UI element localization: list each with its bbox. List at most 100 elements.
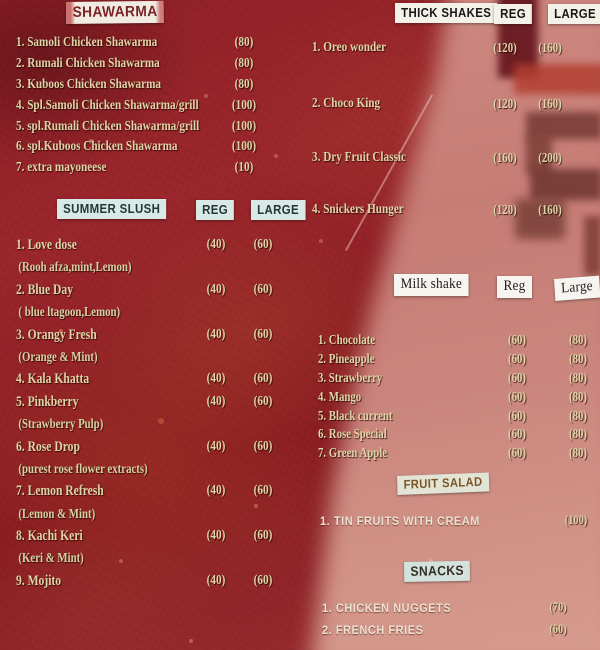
item-name: 3. Orangy Fresh [16, 326, 97, 343]
item-price-reg: (40) [206, 572, 226, 588]
item-price-reg: (60) [508, 369, 526, 385]
item-price-large: (80) [569, 332, 587, 347]
item-price-reg: (60) [508, 407, 526, 423]
item-name: 8. Kachi Keri [16, 528, 83, 545]
shawarma-section: 1. Samoli Chicken Shawarma (80) 2. Rumali… [16, 35, 306, 181]
item-price-large: (80) [569, 445, 587, 461]
item-price: (70) [549, 599, 567, 614]
menu-item-row: 4. Spl.Samoli Chicken Shawarma/grill (100… [16, 98, 306, 119]
item-price-large: (80) [569, 388, 587, 404]
red-band-shape [514, 64, 600, 94]
item-price-reg: (40) [206, 371, 226, 387]
item-sub-text: (Rooh afza,mint,Lemon) [18, 259, 132, 275]
item-price-large: (60) [253, 483, 273, 499]
item-price: (80) [234, 55, 254, 71]
item-price-large: (60) [253, 371, 273, 387]
texture-specks [0, 0, 2, 2]
item-ingredients: (Orange & Mint) [16, 349, 316, 371]
item-name: 2. Rumali Chicken Shawarma [16, 55, 160, 71]
item-price: (80) [234, 35, 254, 50]
menu-item-row: 2. Rumali Chicken Shawarma (80) [16, 56, 306, 77]
item-price-reg: (60) [508, 388, 526, 404]
item-sub-text: (Strawberry Pulp) [18, 416, 104, 432]
item-price-reg: (120) [493, 40, 517, 55]
menu-item-row: 5. spl.Rumali Chicken Shawarma/grill (100… [16, 119, 306, 140]
item-price-large: (60) [253, 438, 273, 454]
snacks-section: 1. CHICKEN NUGGETS (70) 2. FRENCH FRIES (6… [322, 599, 600, 643]
size-header-large-thick: LARGE [548, 4, 600, 24]
ghost-glyph-shape [530, 169, 600, 200]
item-name: 5. Pinkberry [16, 393, 79, 410]
menu-item-row: 1. CHICKEN NUGGETS (70) [322, 599, 600, 621]
item-price-reg: (40) [206, 528, 226, 544]
item-price-reg: (60) [508, 445, 526, 461]
item-name: 6. spl.Kuboos Chicken Shawarma [16, 139, 178, 155]
menu-item-row: 3. Strawberry (60) (80) [318, 370, 598, 389]
item-price: (100) [564, 512, 588, 527]
item-name: 1. CHICKEN NUGGETS [322, 603, 452, 615]
menu-item-row: 8. Kachi Keri (40) (60) [16, 528, 316, 550]
ghost-glyph-shape [584, 216, 600, 276]
item-name: 5. Black current [318, 407, 393, 423]
menu-item-row: 6. spl.Kuboos Chicken Shawarma (100) [16, 139, 306, 160]
item-price-reg: (60) [508, 350, 526, 366]
summer-slush-section: 1. Love dose (40) (60) (Rooh afza,mint,Lem… [16, 237, 316, 595]
ghost-glyph-shape [526, 136, 552, 174]
size-header-large-slush: LARGE [251, 200, 306, 220]
menu-item-row: 3. Orangy Fresh (40) (60) [16, 327, 316, 349]
item-price-reg: (60) [508, 426, 526, 442]
ghost-glyph-shape [515, 199, 565, 239]
item-name: 1. Chocolate [318, 332, 375, 347]
menu-item-row: 4. Kala Khatta (40) (60) [16, 371, 316, 393]
item-price-reg: (40) [206, 281, 226, 297]
item-price: (100) [231, 97, 257, 113]
menu-item-row: 3. Kuboos Chicken Shawarma (80) [16, 77, 306, 98]
item-price-large: (60) [253, 572, 273, 588]
item-name: 2. Choco King [312, 96, 381, 111]
item-name: 3. Kuboos Chicken Shawarma [16, 76, 162, 92]
item-ingredients: ( blue ltagoon,Lemon) [16, 304, 316, 326]
item-name: 4. Snickers Hunger [312, 202, 404, 217]
menu-item-row: 4. Snickers Hunger (120) (160) [312, 202, 597, 220]
size-header-reg-thick: REG [494, 4, 533, 24]
item-name: 1. Samoli Chicken Shawarma [16, 35, 158, 50]
item-price-large: (200) [538, 150, 562, 165]
menu-item-row: 2. Blue Day (40) (60) [16, 282, 316, 304]
size-header-large-milk: Large [554, 275, 600, 301]
item-price-reg: (40) [206, 393, 226, 409]
ghost-glyph-shape [526, 112, 600, 139]
item-price-reg: (40) [206, 237, 226, 252]
item-price: (80) [234, 76, 254, 92]
item-price-large: (160) [538, 96, 562, 111]
item-price-reg: (60) [508, 332, 526, 347]
item-name: 1. TIN FRUITS WITH CREAM [320, 516, 480, 528]
item-name: 6. Rose Special [318, 426, 387, 442]
item-price-large: (60) [253, 237, 273, 252]
item-price-large: (60) [253, 326, 273, 342]
item-name: 2. FRENCH FRIES [322, 625, 424, 637]
item-name: 3. Strawberry [318, 369, 383, 385]
item-price-large: (80) [569, 407, 587, 423]
item-price-reg: (160) [493, 150, 517, 165]
size-header-reg-milk: Reg [497, 276, 532, 298]
item-name: 1. Love dose [16, 237, 77, 253]
item-name: 4. Kala Khatta [16, 371, 90, 388]
item-name: 3. Dry Fruit Classic [312, 150, 406, 165]
item-price-large: (60) [253, 528, 273, 544]
item-price-large: (80) [569, 369, 587, 385]
item-name: 2. Blue Day [16, 281, 74, 298]
menu-item-row: 1. Love dose (40) (60) [16, 237, 316, 259]
menu-item-row: 2. Choco King (120) (160) [312, 96, 597, 114]
item-name: 9. Mojito [16, 572, 62, 589]
menu-item-row: 5. Black current (60) (80) [318, 408, 598, 427]
item-ingredients: (Strawberry Pulp) [16, 416, 316, 438]
menu-item-row: 6. Rose Drop (40) (60) [16, 439, 316, 461]
item-price-large: (80) [569, 350, 587, 366]
section-title-summer-slush: SUMMER SLUSH [57, 199, 167, 219]
item-price-large: (160) [538, 40, 562, 55]
menu-item-row: 7. Lemon Refresh (40) (60) [16, 483, 316, 505]
item-name: 7. extra mayoneese [16, 160, 107, 176]
item-price: (60) [549, 621, 567, 636]
